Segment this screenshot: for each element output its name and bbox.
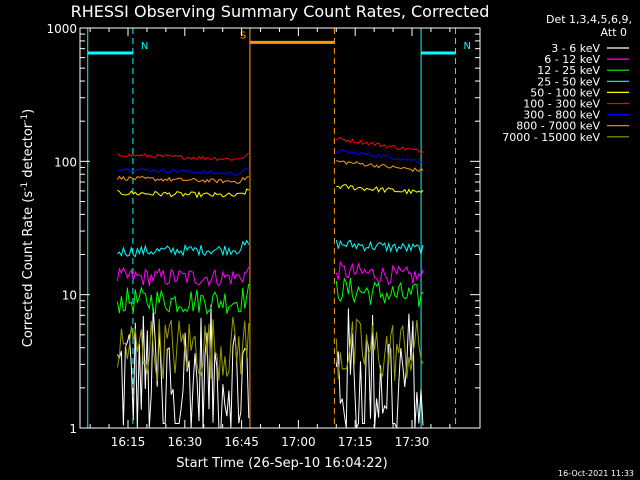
legend-header-line-2: Att 0	[601, 26, 627, 39]
legend-label: 25 - 50 keV	[537, 75, 600, 88]
plot-frame	[79, 27, 481, 429]
legend-label: 800 - 7000 keV	[516, 120, 600, 133]
y-tick-label: 100	[54, 155, 77, 169]
legend-label: 3 - 6 keV	[551, 42, 600, 55]
y-tick-label: 1000	[46, 22, 77, 36]
annotation-label-s: S	[240, 30, 246, 41]
legend-label: 7000 - 15000 keV	[502, 131, 600, 144]
x-tick-label: 17:15	[338, 435, 373, 449]
footer-date: 16-Oct-2021 11:33	[558, 469, 634, 478]
x-tick-label: 16:45	[224, 435, 259, 449]
x-tick-label: 17:00	[281, 435, 316, 449]
legend-label: 6 - 12 keV	[544, 53, 600, 66]
legend-label: 100 - 300 keV	[523, 98, 600, 111]
series-line	[116, 160, 424, 184]
legend-header-line-1: Det 1,3,4,5,6,9,	[546, 13, 632, 26]
series-line	[117, 239, 424, 258]
series-line	[117, 136, 424, 161]
x-tick-label: 16:30	[168, 435, 203, 449]
chart-title: RHESSI Observing Summary Count Rates, Co…	[71, 2, 490, 21]
y-tick-label: 1	[69, 422, 77, 436]
axes-layer: 16:15 16:30 16:45 17:00 17:15 17:30 1 10 100 1000	[46, 22, 480, 449]
legend-label: 12 - 25 keV	[537, 64, 600, 77]
plot-layer: N N S	[87, 28, 471, 429]
series-line	[117, 149, 424, 177]
x-axis-label: Start Time (26-Sep-10 16:04:22)	[176, 456, 387, 471]
series-line	[116, 277, 424, 316]
series-line	[117, 184, 424, 199]
y-axis-label: Corrected Count Rate (s-1 detector-1)	[20, 109, 36, 347]
y-tick-label: 10	[62, 289, 77, 303]
annotation-label-n: N	[141, 41, 148, 52]
legend-label: 50 - 100 keV	[530, 86, 600, 99]
annotation-label-n: N	[464, 41, 471, 52]
x-tick-label: 17:30	[395, 435, 430, 449]
x-tick-label: 16:15	[111, 435, 146, 449]
legend-label: 300 - 800 keV	[523, 109, 600, 122]
series-line	[116, 260, 424, 288]
series-line	[116, 316, 424, 381]
